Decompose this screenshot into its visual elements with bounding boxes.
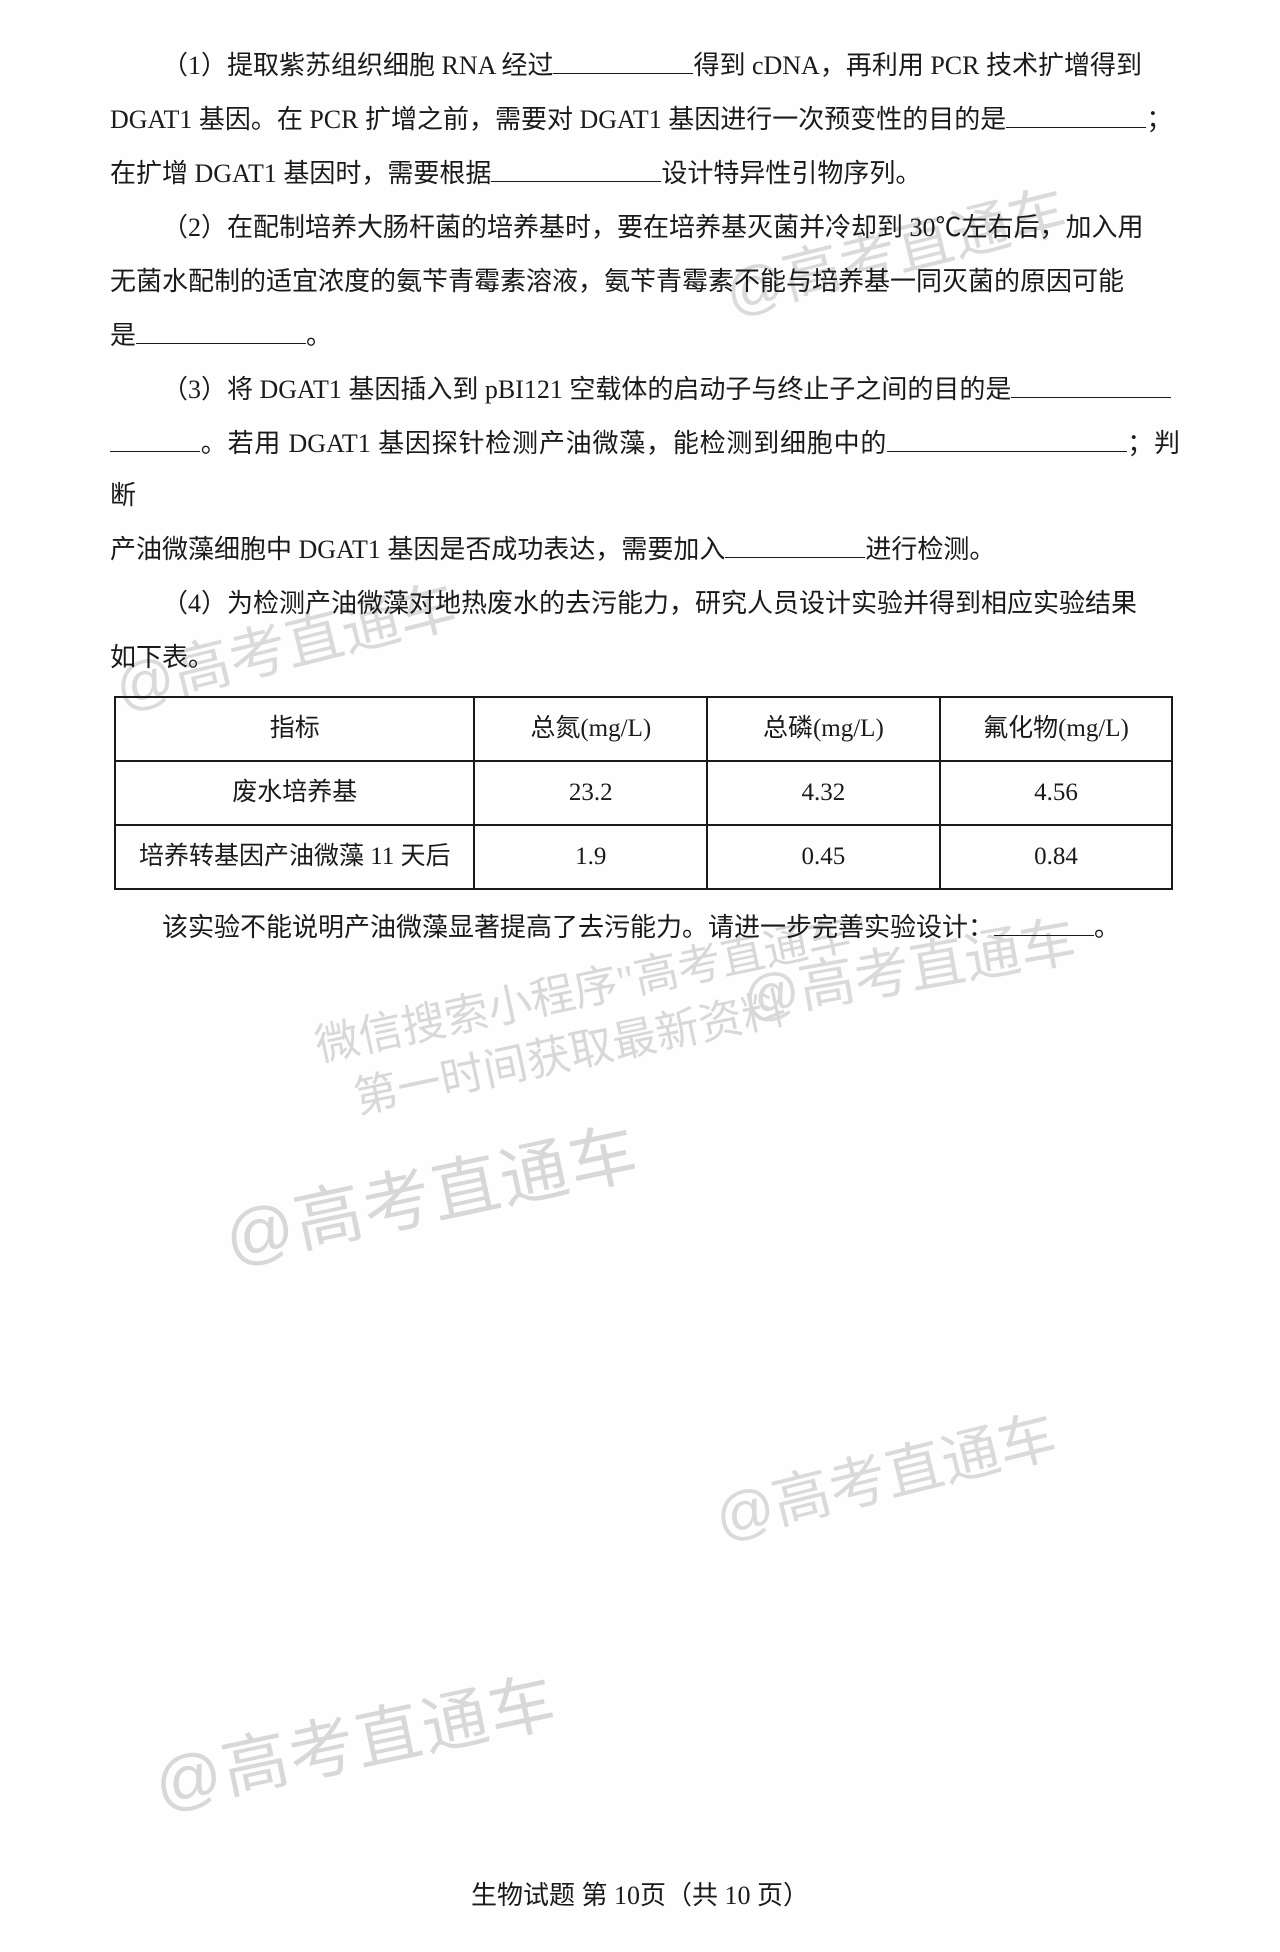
q3-line2-mid: 。若用 DGAT1 基因探针检测产油微藻，能检测到细胞中的 <box>200 429 887 458</box>
watermark-brand: @高考直通车 <box>214 1097 646 1281</box>
row1-v1: 1.9 <box>474 825 707 889</box>
th-phosphorus: 总磷(mg/L) <box>707 697 940 761</box>
q1-line2-suffix: ； <box>1146 105 1172 134</box>
q2-line1: （2）在配制培养大肠杆菌的培养基时，要在培养基灭菌并冷却到 30℃左右后，加入用 <box>110 202 1180 254</box>
page-footer: 生物试题 第 10页（共 10 页） <box>0 1875 1280 1912</box>
th-indicator: 指标 <box>115 697 474 761</box>
row0-v2: 4.32 <box>707 761 940 825</box>
row1-label: 培养转基因产油微藻 11 天后 <box>115 825 474 889</box>
q1-part1-after: 得到 cDNA，再利用 PCR 技术扩增得到 <box>693 51 1142 80</box>
q2-line3: 是。 <box>110 310 1180 362</box>
q4-conclusion-prefix: 该实验不能说明产油微藻显著提高了去污能力。请进一步完善实验设计： <box>162 913 994 942</box>
pollution-table: 指标 总氮(mg/L) 总磷(mg/L) 氟化物(mg/L) 废水培养基 23.… <box>114 696 1173 890</box>
th-fluoride: 氟化物(mg/L) <box>940 697 1173 761</box>
blank <box>491 156 661 182</box>
q1-line2: DGAT1 基因。在 PCR 扩增之前，需要对 DGAT1 基因进行一次预变性的… <box>110 94 1180 146</box>
table-row: 培养转基因产油微藻 11 天后 1.9 0.45 0.84 <box>115 825 1172 889</box>
q1-line3-suffix: 设计特异性引物序列。 <box>661 159 921 188</box>
q4-conclusion: 该实验不能说明产油微藻显著提高了去污能力。请进一步完善实验设计： 。 <box>110 902 1180 954</box>
q3-line1: （3）将 DGAT1 基因插入到 pBI121 空载体的启动子与终止子之间的目的… <box>110 364 1180 416</box>
watermark-promo-line2: 第一时间获取最新资料 <box>349 980 791 1127</box>
q2-line2: 无菌水配制的适宜浓度的氨苄青霉素溶液，氨苄青霉素不能与培养基一同灭菌的原因可能 <box>110 256 1180 308</box>
q1-line3: 在扩增 DGAT1 基因时，需要根据 设计特异性引物序列。 <box>110 148 1180 200</box>
blank <box>994 910 1094 936</box>
row1-v3: 0.84 <box>940 825 1173 889</box>
q2-line3-prefix: 是 <box>110 321 136 350</box>
blank <box>1011 372 1171 398</box>
q1-line3-prefix: 在扩增 DGAT1 基因时，需要根据 <box>110 159 491 188</box>
blank <box>110 426 200 452</box>
q4-line2: 如下表。 <box>110 632 1180 684</box>
blank <box>1006 102 1146 128</box>
q3-line3-prefix: 产油微藻细胞中 DGAT1 基因是否成功表达，需要加入 <box>110 535 725 564</box>
q3-line2: 。若用 DGAT1 基因探针检测产油微藻，能检测到细胞中的；判断 <box>110 418 1180 522</box>
blank <box>887 426 1127 452</box>
q4-line1: （4）为检测产油微藻对地热废水的去污能力，研究人员设计实验并得到相应实验结果 <box>110 578 1180 630</box>
blank <box>136 318 306 344</box>
blank <box>553 48 693 74</box>
table-header-row: 指标 总氮(mg/L) 总磷(mg/L) 氟化物(mg/L) <box>115 697 1172 761</box>
q1-part1-prefix: （1）提取紫苏组织细胞 RNA 经过 <box>162 51 553 80</box>
row1-v2: 0.45 <box>707 825 940 889</box>
q3-line3-suffix: 进行检测。 <box>865 535 995 564</box>
q1-line1: （1）提取紫苏组织细胞 RNA 经过 得到 cDNA，再利用 PCR 技术扩增得到 <box>110 40 1180 92</box>
watermark-brand: @高考直通车 <box>705 1389 1064 1555</box>
q3-line3: 产油微藻细胞中 DGAT1 基因是否成功表达，需要加入 进行检测。 <box>110 524 1180 576</box>
row0-v3: 4.56 <box>940 761 1173 825</box>
q3-line1-prefix: （3）将 DGAT1 基因插入到 pBI121 空载体的启动子与终止子之间的目的… <box>162 375 1011 404</box>
q1-line2-text: DGAT1 基因。在 PCR 扩增之前，需要对 DGAT1 基因进行一次预变性的… <box>110 105 1006 134</box>
q2-line3-suffix: 。 <box>306 321 332 350</box>
row0-label: 废水培养基 <box>115 761 474 825</box>
watermark-brand: @高考直通车 <box>144 1649 564 1828</box>
th-nitrogen: 总氮(mg/L) <box>474 697 707 761</box>
table-row: 废水培养基 23.2 4.32 4.56 <box>115 761 1172 825</box>
blank <box>725 532 865 558</box>
row0-v1: 23.2 <box>474 761 707 825</box>
q4-conclusion-suffix: 。 <box>1094 913 1120 942</box>
